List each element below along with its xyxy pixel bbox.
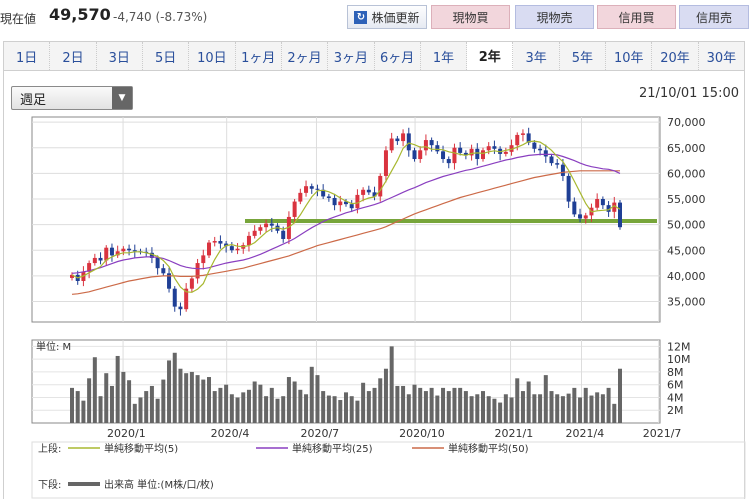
quote-header: 現在値 49,570 -4,740 (-8.73%) ↻ 株価更新 現物買 現物… [0,0,749,34]
interval-select-value: 週足 [20,92,47,108]
margin-sell-button[interactable]: 信用売 [679,5,749,29]
tab-period-3[interactable]: 5日 [143,42,190,70]
tab-period-11[interactable]: 3年 [513,42,560,70]
tab-period-2[interactable]: 3日 [97,42,143,70]
chevron-down-icon: ▼ [112,87,132,109]
interval-select[interactable]: 週足 ▼ [11,86,133,110]
tab-period-8[interactable]: 6ヶ月 [375,42,421,70]
current-price-label: 現在値 [0,12,37,26]
tab-period-0[interactable]: 1日 [4,42,51,70]
price-change: -4,740 (-8.73%) [113,10,208,24]
cash-sell-button[interactable]: 現物売 [515,5,594,29]
chart-timestamp: 21/10/01 15:00 [639,86,739,101]
tab-period-13[interactable]: 10年 [606,42,653,70]
update-price-label: 株価更新 [371,10,420,25]
margin-buy-button[interactable]: 信用買 [597,5,676,29]
period-tabs: 1日 2日 3日 5日 10日 1ヶ月 2ヶ月 3ヶ月 6ヶ月 1年 2年 3年 5年 10年 20年 30年 [3,41,745,71]
tab-period-7[interactable]: 3ヶ月 [328,42,375,70]
tab-period-14[interactable]: 20年 [652,42,699,70]
tab-period-9[interactable]: 1年 [421,42,468,70]
refresh-icon: ↻ [354,10,368,24]
current-price: 49,570 [49,5,111,24]
tab-period-5[interactable]: 1ヶ月 [236,42,282,70]
tab-period-1[interactable]: 2日 [50,42,97,70]
cash-buy-button[interactable]: 現物買 [431,5,510,29]
update-price-button[interactable]: ↻ 株価更新 [347,5,427,29]
tab-period-12[interactable]: 5年 [560,42,607,70]
tab-period-4[interactable]: 10日 [189,42,236,70]
tab-period-15[interactable]: 30年 [706,50,737,66]
tab-period-10[interactable]: 2年 [467,42,514,70]
chart-panel [3,71,745,499]
tab-period-6[interactable]: 2ヶ月 [282,42,329,70]
